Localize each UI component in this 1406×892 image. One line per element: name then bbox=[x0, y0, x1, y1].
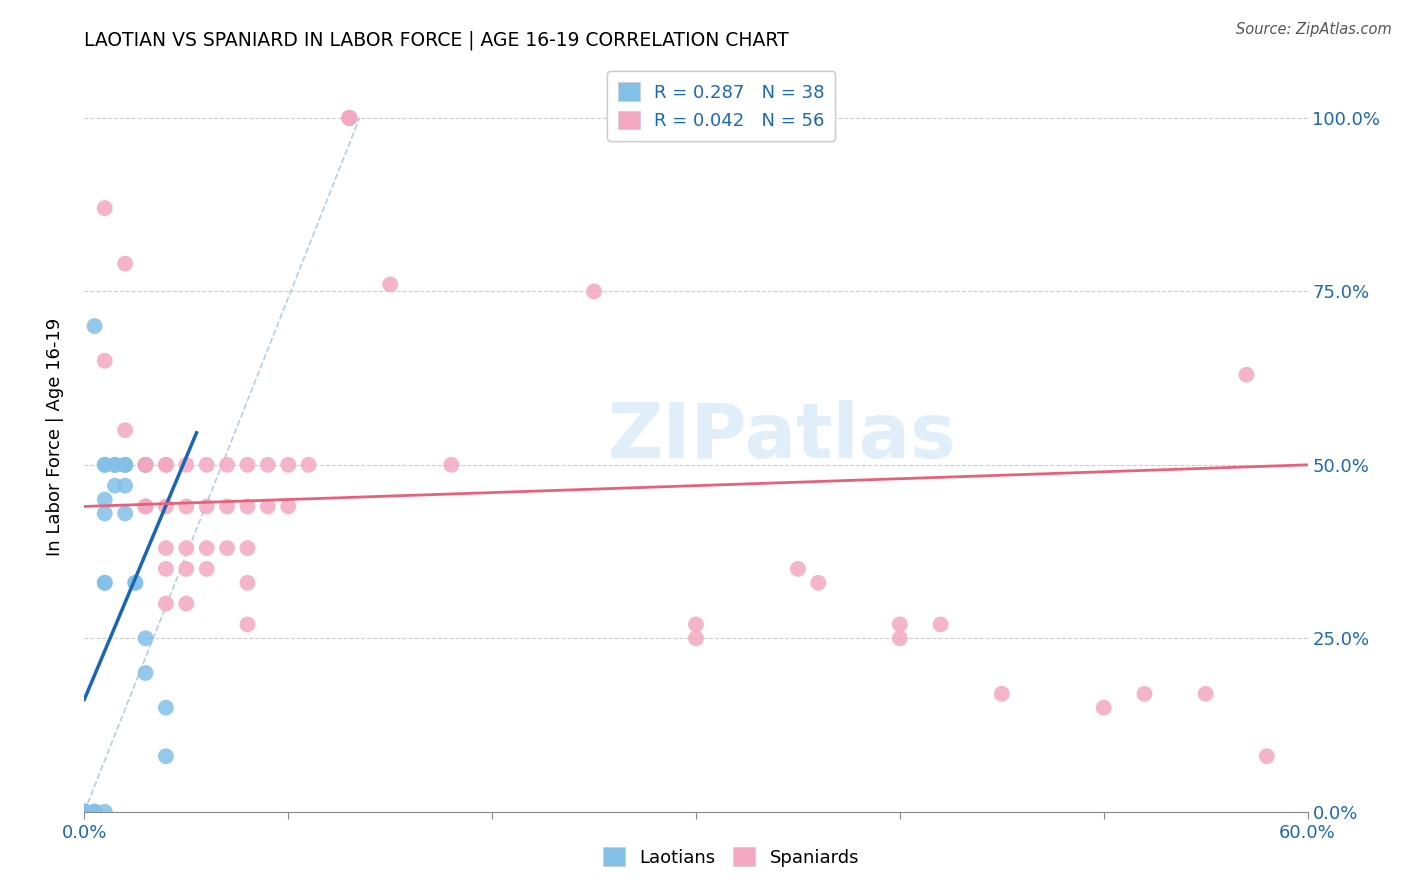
Point bbox=[93, 805, 115, 819]
Point bbox=[155, 458, 177, 472]
Point bbox=[155, 562, 177, 576]
Point bbox=[73, 805, 96, 819]
Point bbox=[73, 805, 96, 819]
Point bbox=[83, 805, 105, 819]
Point bbox=[155, 458, 177, 472]
Point bbox=[155, 700, 177, 714]
Point bbox=[83, 805, 105, 819]
Point bbox=[277, 458, 299, 472]
Point bbox=[104, 478, 127, 492]
Point bbox=[135, 458, 157, 472]
Point bbox=[104, 458, 127, 472]
Point bbox=[277, 500, 299, 514]
Point bbox=[174, 458, 197, 472]
Point bbox=[807, 575, 830, 590]
Point bbox=[1133, 687, 1156, 701]
Point bbox=[114, 507, 136, 521]
Point bbox=[339, 111, 361, 125]
Point bbox=[236, 500, 259, 514]
Point bbox=[73, 805, 96, 819]
Point bbox=[114, 257, 136, 271]
Point bbox=[73, 805, 96, 819]
Point bbox=[155, 541, 177, 555]
Legend: Laotians, Spaniards: Laotians, Spaniards bbox=[596, 840, 866, 874]
Point bbox=[155, 500, 177, 514]
Point bbox=[236, 575, 259, 590]
Point bbox=[889, 617, 911, 632]
Point bbox=[73, 805, 96, 819]
Point bbox=[195, 500, 218, 514]
Point bbox=[217, 500, 239, 514]
Point bbox=[114, 458, 136, 472]
Point bbox=[73, 805, 96, 819]
Point bbox=[73, 805, 96, 819]
Text: LAOTIAN VS SPANIARD IN LABOR FORCE | AGE 16-19 CORRELATION CHART: LAOTIAN VS SPANIARD IN LABOR FORCE | AGE… bbox=[84, 30, 789, 50]
Point bbox=[1256, 749, 1278, 764]
Point bbox=[135, 500, 157, 514]
Point bbox=[135, 458, 157, 472]
Point bbox=[174, 541, 197, 555]
Point bbox=[174, 500, 197, 514]
Point bbox=[104, 458, 127, 472]
Point bbox=[257, 500, 280, 514]
Point bbox=[155, 597, 177, 611]
Point bbox=[155, 749, 177, 764]
Point bbox=[124, 575, 146, 590]
Point bbox=[257, 458, 280, 472]
Point bbox=[787, 562, 810, 576]
Point bbox=[73, 805, 96, 819]
Point bbox=[339, 111, 361, 125]
Point bbox=[93, 575, 115, 590]
Point bbox=[1236, 368, 1258, 382]
Point bbox=[93, 458, 115, 472]
Point bbox=[1092, 700, 1115, 714]
Point bbox=[195, 541, 218, 555]
Point bbox=[217, 541, 239, 555]
Text: ZIPatlas: ZIPatlas bbox=[607, 401, 956, 474]
Text: Source: ZipAtlas.com: Source: ZipAtlas.com bbox=[1236, 22, 1392, 37]
Point bbox=[114, 458, 136, 472]
Y-axis label: In Labor Force | Age 16-19: In Labor Force | Age 16-19 bbox=[45, 318, 63, 557]
Point bbox=[93, 201, 115, 215]
Point bbox=[583, 285, 606, 299]
Point bbox=[73, 805, 96, 819]
Legend: R = 0.287   N = 38, R = 0.042   N = 56: R = 0.287 N = 38, R = 0.042 N = 56 bbox=[607, 71, 835, 141]
Point bbox=[991, 687, 1014, 701]
Point bbox=[339, 111, 361, 125]
Point bbox=[195, 562, 218, 576]
Point bbox=[93, 458, 115, 472]
Point bbox=[440, 458, 463, 472]
Point bbox=[124, 575, 146, 590]
Point bbox=[93, 575, 115, 590]
Point bbox=[93, 353, 115, 368]
Point bbox=[929, 617, 952, 632]
Point bbox=[135, 665, 157, 680]
Point bbox=[298, 458, 321, 472]
Point bbox=[195, 458, 218, 472]
Point bbox=[1195, 687, 1218, 701]
Point bbox=[135, 458, 157, 472]
Point bbox=[174, 562, 197, 576]
Point bbox=[236, 541, 259, 555]
Point bbox=[236, 458, 259, 472]
Point bbox=[93, 492, 115, 507]
Point bbox=[73, 805, 96, 819]
Point bbox=[83, 319, 105, 334]
Point bbox=[685, 632, 707, 646]
Point bbox=[114, 458, 136, 472]
Point bbox=[135, 500, 157, 514]
Point bbox=[93, 507, 115, 521]
Point bbox=[685, 617, 707, 632]
Point bbox=[114, 423, 136, 437]
Point bbox=[889, 632, 911, 646]
Point bbox=[135, 458, 157, 472]
Point bbox=[135, 632, 157, 646]
Point bbox=[83, 805, 105, 819]
Point bbox=[339, 111, 361, 125]
Point bbox=[217, 458, 239, 472]
Point bbox=[114, 478, 136, 492]
Point bbox=[380, 277, 402, 292]
Point bbox=[236, 617, 259, 632]
Point bbox=[174, 597, 197, 611]
